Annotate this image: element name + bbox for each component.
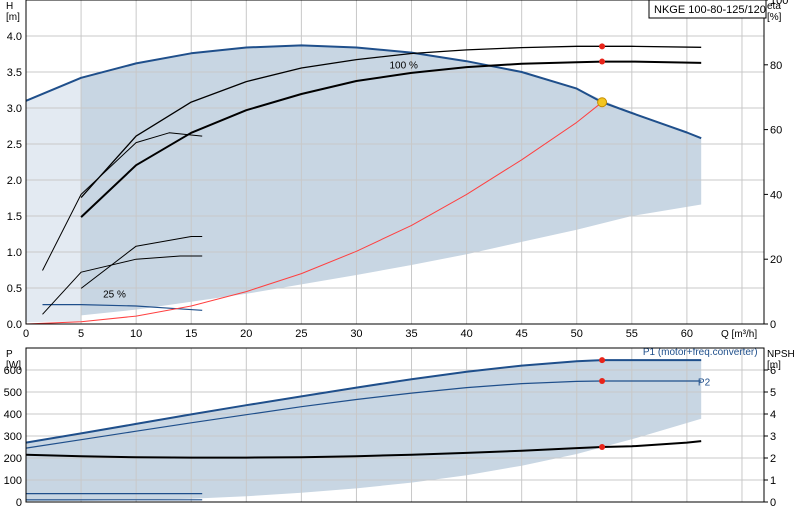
x-tick-label: 0 [23, 328, 29, 340]
min-speed-envelope [26, 77, 82, 322]
y-axis-label-right: eta [%] [767, 1, 782, 23]
y-axis-label-right: NPSH [m] [767, 349, 795, 371]
y-right-tick-label: 0 [770, 319, 776, 331]
series-line-bottom-1 [25, 380, 702, 449]
x-tick-label: 15 [185, 328, 197, 340]
y-tick-label: 2.5 [7, 139, 22, 151]
x-tick-label: 55 [626, 328, 638, 340]
plot-frame [25, 0, 765, 325]
power-npsh-panel: 0 100 200 300 400 500 600 0 1 2 3 4 5 6 P [W] NPSH [m] P1 … [4, 347, 795, 509]
head-efficiency-panel: 0.00.51.01.52.02.53.03.54.0020406080100H… [6, 0, 788, 340]
y-axis-label-left: H [m] [6, 1, 20, 23]
y-right-tick-label: 80 [770, 60, 782, 72]
x-axis-label: Q [m³/h] [721, 329, 757, 340]
x-tick-label: 35 [405, 328, 417, 340]
series-line-top-0 [25, 44, 702, 140]
y-right-tick-label: 4 [770, 409, 776, 421]
series-line-bottom-2 [25, 440, 702, 459]
y-right-tick-label: 1 [770, 475, 776, 487]
title-box: NKGE 100-80-125/120 [648, 0, 767, 19]
series-line-top-6 [42, 255, 203, 315]
series-line-top-5 [42, 132, 203, 271]
operating-point-marker [599, 357, 606, 364]
series-line-bottom-0 [25, 359, 702, 444]
y-right-tick-label: 0 [770, 497, 776, 509]
y-axis-label-left: P [W] [6, 349, 21, 371]
operating-envelope [26, 45, 702, 322]
legend-entry: P1 (motor+freq.converter) [643, 347, 758, 358]
x-tick-label: 30 [350, 328, 362, 340]
y-tick-label: 3.5 [7, 67, 22, 79]
series-line-top-1 [42, 304, 203, 311]
y-right-tick-label: 100 [770, 0, 788, 7]
y-tick-label: 600 [4, 365, 22, 377]
y-tick-label: 1.5 [7, 211, 22, 223]
x-tick-label: 10 [130, 328, 142, 340]
operating-point-marker [599, 43, 606, 50]
series-line-top-7 [80, 236, 203, 289]
y-tick-label: 500 [4, 387, 22, 399]
y-tick-label: 0.5 [7, 283, 22, 295]
operating-envelope [26, 360, 702, 502]
duty-point-marker [597, 97, 608, 108]
x-tick-label: 20 [240, 328, 252, 340]
operating-point-marker [599, 58, 606, 65]
y-tick-label: 3.0 [7, 103, 22, 115]
y-tick-label: 4.0 [7, 31, 22, 43]
y-tick-label: 200 [4, 453, 22, 465]
curve-annotation: 100 % [389, 60, 417, 71]
x-tick-label: 45 [516, 328, 528, 340]
x-tick-label: 25 [295, 328, 307, 340]
series-line-top-2 [25, 101, 603, 325]
x-tick-label: 5 [78, 328, 84, 340]
y-tick-label: 400 [4, 409, 22, 421]
chart-title: NKGE 100-80-125/120 [654, 4, 766, 16]
operating-point-marker [599, 444, 606, 450]
y-tick-label: 2.0 [7, 175, 22, 187]
plot-frame [25, 347, 765, 503]
y-right-tick-label: 20 [770, 254, 782, 266]
x-tick-label: 50 [571, 328, 583, 340]
legend-entry: P2 [698, 377, 711, 388]
curve-annotation: 25 % [103, 289, 126, 300]
y-tick-label: 100 [4, 475, 22, 487]
x-tick-label: 40 [460, 328, 472, 340]
y-right-tick-label: 3 [770, 431, 776, 443]
y-tick-label: 1.0 [7, 247, 22, 259]
operating-point-marker [599, 378, 606, 384]
y-right-tick-label: 2 [770, 453, 776, 465]
y-right-tick-label: 60 [770, 125, 782, 137]
y-right-tick-label: 40 [770, 189, 782, 201]
y-right-tick-label: 5 [770, 387, 776, 399]
y-right-tick-label: 6 [770, 365, 776, 377]
y-tick-label: 0.0 [7, 319, 22, 331]
x-tick-label: 60 [681, 328, 693, 340]
y-tick-label: 300 [4, 431, 22, 443]
y-tick-label: 0 [16, 497, 22, 509]
